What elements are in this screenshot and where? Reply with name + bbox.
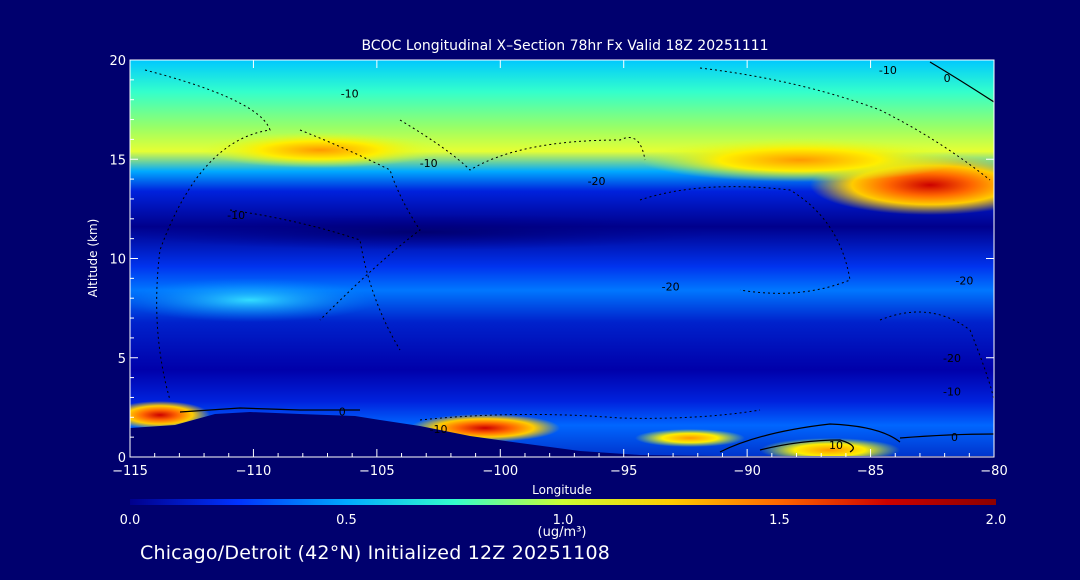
x-tick-label: −105 [359,464,395,479]
contour-zero-surface [179,407,360,413]
x-tick-label: −100 [482,464,518,479]
contour-label: 0 [944,72,951,85]
dotted-contour-top-east [699,67,991,181]
contour-label: -20 [588,175,606,188]
colorbar-tick-label: 0.5 [336,513,357,528]
y-tick-label: 20 [109,54,126,69]
colorbar-tick-label: 1.5 [769,513,790,528]
contour-label: -10 [430,423,448,436]
background-field [130,60,994,457]
colorbar [130,499,996,505]
y-axis: 0 5 10 15 20 [109,54,994,466]
chart-title: BCOC Longitudinal X–Section 78hr Fx Vali… [361,38,768,54]
contour-label: -10 [420,157,438,170]
colorbar-tick-label: 2.0 [986,513,1007,528]
contour-zero-top [929,61,994,103]
mid-clean-layer [130,214,720,250]
dotted-contour-upper [399,119,646,171]
dotted-contour-mid [229,209,401,351]
x-tick-label: −110 [236,464,272,479]
contour-label: -10 [943,385,961,398]
y-tick-label: 0 [118,451,126,466]
concentration-field: -10 0 -10 -10 -20 -10 -20 -20 -20 -10 0 -10 10 0 [130,60,994,457]
contour-labels: -10 0 -10 -10 -20 -10 -20 -20 -20 -10 0 -10 10 0 [227,64,973,452]
contour-ten-surface [719,423,901,453]
dotted-contour-east-loop [639,186,851,294]
y-axis-label: Altitude (km) [86,219,100,298]
x-tick-label: −90 [733,464,760,479]
x-tick-label: −115 [112,464,148,479]
midlevel-plume [130,278,380,322]
contour-label: -20 [943,352,961,365]
y-tick-label: 5 [118,352,126,367]
y-tick-label: 15 [109,153,126,168]
colorbar-ticks: 0.0 0.5 1.0 1.5 2.0 [120,513,1007,528]
contour-lines [179,61,994,453]
colorbar-tick-label: 0.0 [120,513,141,528]
x-axis-label: Longitude [532,483,592,497]
x-tick-label: −95 [610,464,637,479]
dotted-contours [144,67,994,421]
dotted-contour-west [144,69,271,401]
colorbar-tick-label: 1.0 [553,513,574,528]
x-axis: −115 −110 −105 −100 −95 −90 −85 −80 [112,60,1008,479]
contour-label: 0 [339,405,346,418]
y-tick-label: 10 [109,253,126,268]
dotted-contour-low [419,409,761,421]
footer-caption: Chicago/Detroit (42°N) Initialized 12Z 2… [140,542,611,564]
colorbar-unit-label: (ug/m³) [538,525,587,540]
terrain-mask [130,412,994,457]
contour-label: -20 [955,274,973,287]
x-tick-label: −80 [980,464,1007,479]
contour-ten-inner [759,439,854,453]
contour-label: -20 [662,280,680,293]
upper-plume-warm [640,138,960,182]
contour-label: 10 [829,439,843,452]
contour-zero-east [899,433,994,439]
contour-label: 0 [951,431,958,444]
x-tick-label: −85 [857,464,884,479]
contour-label: -10 [341,88,359,101]
contour-label: -10 [879,64,897,77]
contour-label: -10 [227,209,245,222]
upper-plume-west [200,132,440,168]
surface-hotspot-east [635,429,745,447]
